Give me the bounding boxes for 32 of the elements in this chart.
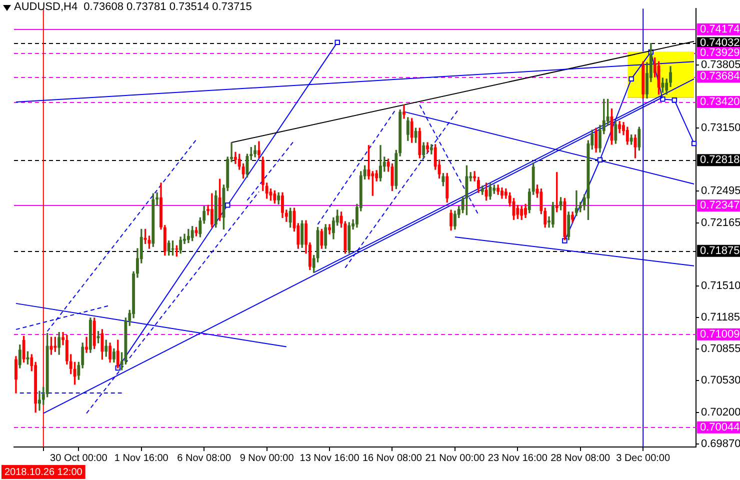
ref-line-label: 0.74174 xyxy=(700,23,740,36)
y-tick-label: 0.71185 xyxy=(701,311,740,324)
ref-line-label: 0.73684 xyxy=(700,70,740,83)
x-tick-label: 21 Nov 00:00 xyxy=(425,452,486,464)
ref-line-label: 0.72347 xyxy=(700,199,740,212)
y-tick-label: 0.70855 xyxy=(701,343,740,356)
x-tick-label: 23 Nov 16:00 xyxy=(488,452,548,464)
chart-title: AUDUSD,H4 0.73608 0.73781 0.73514 0.73715 xyxy=(14,1,252,13)
y-tick-label: 0.72495 xyxy=(701,185,740,198)
x-tick-label: 9 Nov 00:00 xyxy=(240,452,294,464)
ref-line-label: 0.73929 xyxy=(700,47,740,60)
y-tick-label: 0.73805 xyxy=(701,58,740,71)
y-tick-label: 0.73150 xyxy=(701,122,740,134)
x-tick-label: 13 Nov 16:00 xyxy=(300,452,360,464)
ref-line-label: 0.72818 xyxy=(700,154,740,166)
ref-line-label: 0.74032 xyxy=(700,37,740,50)
x-tick-label: 2018.10.26 12:00 xyxy=(4,466,83,478)
x-tick-label: 1 Nov 16:00 xyxy=(114,452,169,464)
ref-line-label: 0.73420 xyxy=(700,96,740,108)
y-tick-label: 0.72165 xyxy=(701,217,740,230)
x-tick-label: 3 Dec 00:00 xyxy=(616,452,670,464)
y-tick-label: 0.71510 xyxy=(701,280,740,292)
x-tick-label: 16 Nov 08:00 xyxy=(362,452,422,464)
y-tick-label: 0.70200 xyxy=(701,406,740,418)
x-tick-label: 28 Nov 08:00 xyxy=(550,452,611,464)
x-tick-label: 6 Nov 08:00 xyxy=(177,452,232,464)
ref-line-label: 0.71009 xyxy=(700,328,740,340)
ref-line-label: 0.70044 xyxy=(700,421,740,434)
y-tick-label: 0.70530 xyxy=(701,374,740,387)
ref-line-label: 0.71875 xyxy=(700,244,740,257)
x-tick-label: 30 Oct 00:00 xyxy=(50,452,108,464)
y-tick-label: 0.69870 xyxy=(701,438,740,450)
